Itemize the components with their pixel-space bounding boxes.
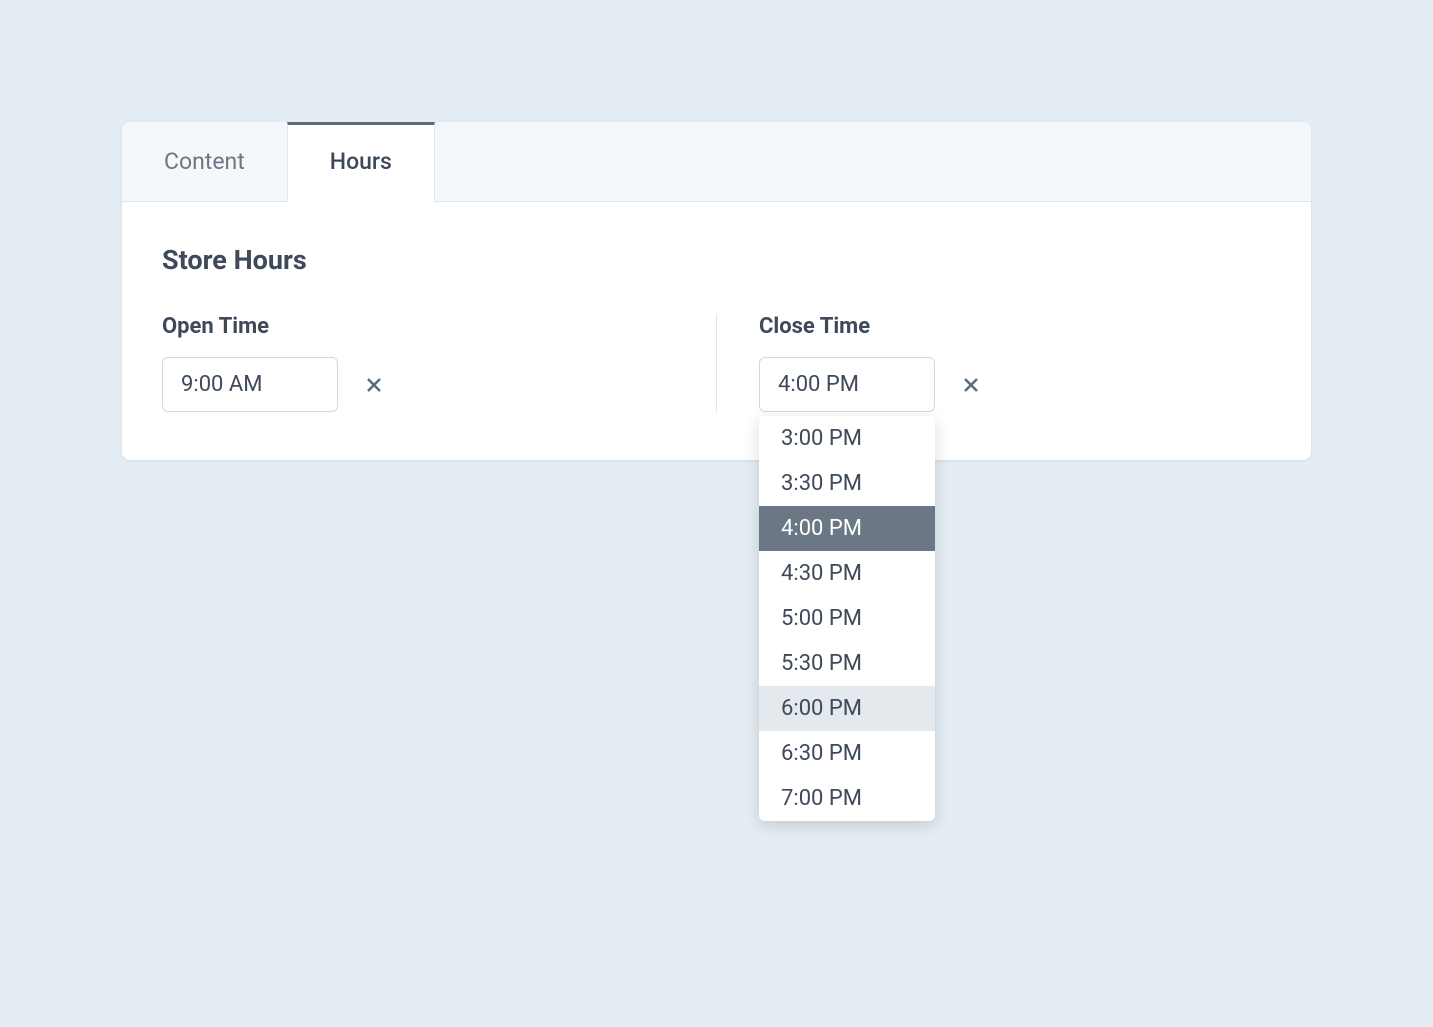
- tab-panel-hours: Store Hours Open Time 9:00 AM Close Time: [122, 202, 1311, 460]
- dropdown-option[interactable]: 6:30 PM: [759, 731, 935, 776]
- open-time-input-row: 9:00 AM: [162, 357, 674, 412]
- open-time-field: Open Time 9:00 AM: [162, 314, 717, 412]
- dropdown-option[interactable]: 3:30 PM: [759, 461, 935, 506]
- open-time-clear-button[interactable]: [360, 371, 388, 399]
- close-time-field: Close Time 4:00 PM 3:00 PM3:30 PM4:00 PM…: [717, 314, 1271, 412]
- dropdown-option[interactable]: 5:30 PM: [759, 641, 935, 686]
- section-title: Store Hours: [162, 244, 1271, 276]
- dropdown-option[interactable]: 4:30 PM: [759, 551, 935, 596]
- tab-content[interactable]: Content: [122, 122, 287, 201]
- dropdown-option[interactable]: 6:00 PM: [759, 686, 935, 731]
- close-time-input[interactable]: 4:00 PM: [759, 357, 935, 412]
- dropdown-option[interactable]: 7:00 PM: [759, 776, 935, 821]
- tab-hours[interactable]: Hours: [287, 122, 435, 202]
- close-time-clear-button[interactable]: [957, 371, 985, 399]
- time-fields-row: Open Time 9:00 AM Close Time 4:00 PM: [162, 314, 1271, 412]
- close-time-label: Close Time: [759, 314, 1271, 339]
- dropdown-option[interactable]: 3:00 PM: [759, 416, 935, 461]
- close-icon: [364, 375, 384, 395]
- dropdown-option[interactable]: 5:00 PM: [759, 596, 935, 641]
- close-time-dropdown: 3:00 PM3:30 PM4:00 PM4:30 PM5:00 PM5:30 …: [759, 416, 935, 821]
- dropdown-option[interactable]: 4:00 PM: [759, 506, 935, 551]
- tabs-bar: Content Hours: [122, 122, 1311, 202]
- open-time-input[interactable]: 9:00 AM: [162, 357, 338, 412]
- close-time-input-row: 4:00 PM: [759, 357, 1271, 412]
- open-time-label: Open Time: [162, 314, 674, 339]
- close-icon: [961, 375, 981, 395]
- settings-card: Content Hours Store Hours Open Time 9:00…: [122, 122, 1311, 460]
